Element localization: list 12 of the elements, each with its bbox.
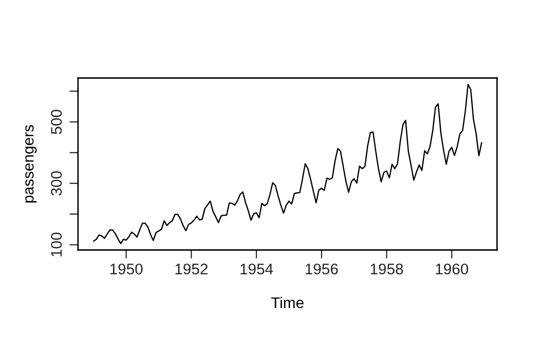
y-tick-label: 500 xyxy=(50,110,62,134)
x-tick-label: 1952 xyxy=(175,264,208,274)
x-tick-label: 1950 xyxy=(110,264,143,274)
x-axis-title: Time xyxy=(271,296,304,308)
y-axis-title: passengers xyxy=(25,125,37,203)
line-series xyxy=(93,84,482,244)
x-tick-label: 1956 xyxy=(306,264,338,274)
x-tick-label: 1958 xyxy=(370,264,403,274)
y-tick-label: 100 xyxy=(50,232,62,256)
x-tick-label: 1960 xyxy=(436,264,468,274)
y-tick-label: 300 xyxy=(50,171,62,196)
x-tick-label: 1954 xyxy=(240,264,273,274)
